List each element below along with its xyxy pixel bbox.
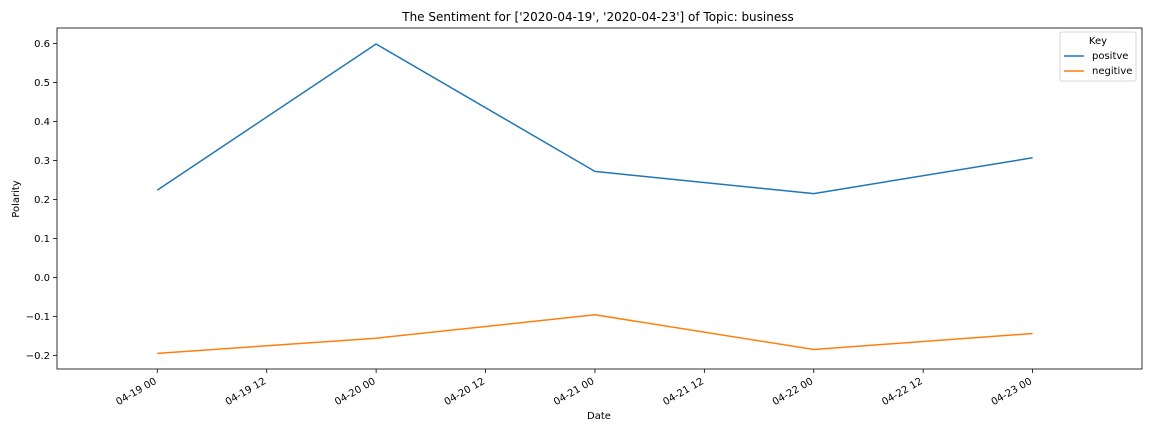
y-tick-label: 0.1	[34, 234, 50, 245]
x-tick-label: 04-19 00	[114, 376, 158, 408]
x-tick-label: 04-19 12	[224, 376, 268, 408]
y-axis: 0.6 0.5 0.4 0.3 0.2 0.1 0.0 −0.1 −0.2	[26, 39, 57, 362]
x-tick-label: 04-21 00	[552, 376, 596, 408]
plot-frame	[56, 27, 1143, 370]
x-tick-label: 04-23 00	[990, 376, 1034, 408]
y-tick-label: 0.3	[34, 156, 50, 167]
x-tick-label: 04-22 12	[880, 376, 924, 408]
y-tick-label: 0.4	[34, 117, 50, 128]
x-axis-label: Date	[587, 411, 611, 422]
x-tick-label: 04-20 00	[333, 376, 377, 408]
x-axis: 04-19 00 04-19 12 04-20 00 04-20 12 04-21 00…	[114, 369, 1034, 408]
y-tick-label: −0.1	[26, 312, 50, 323]
y-tick-label: 0.6	[34, 39, 50, 50]
chart-title: The Sentiment for ['2020-04-19', '2020-0…	[401, 10, 794, 24]
y-axis-label: Polarity	[11, 180, 22, 218]
legend-label-positve: positve	[1092, 51, 1128, 62]
series-line-negitive	[157, 314, 1033, 355]
y-tick-label: 0.5	[34, 78, 50, 89]
series-lines	[156, 43, 1033, 355]
legend-box	[1059, 31, 1137, 82]
x-tick-label: 04-22 00	[771, 376, 815, 408]
plot-area: 0.60.50.40.30.20.10.0−0.1−0.2 04-19 00 04…	[26, 27, 1143, 408]
x-tick-label: 04-21 12	[661, 376, 705, 408]
legend-title: Key	[1089, 36, 1107, 47]
legend: Key positve negitive	[1059, 31, 1137, 82]
x-tick-label: 04-20 12	[443, 376, 487, 408]
y-tick-label: −0.2	[26, 351, 50, 362]
series-line-positve	[156, 43, 1033, 195]
y-tick-label: 0.2	[34, 195, 50, 206]
legend-label-negitive: negitive	[1092, 66, 1132, 77]
y-tick-label: 0.0	[34, 273, 50, 284]
